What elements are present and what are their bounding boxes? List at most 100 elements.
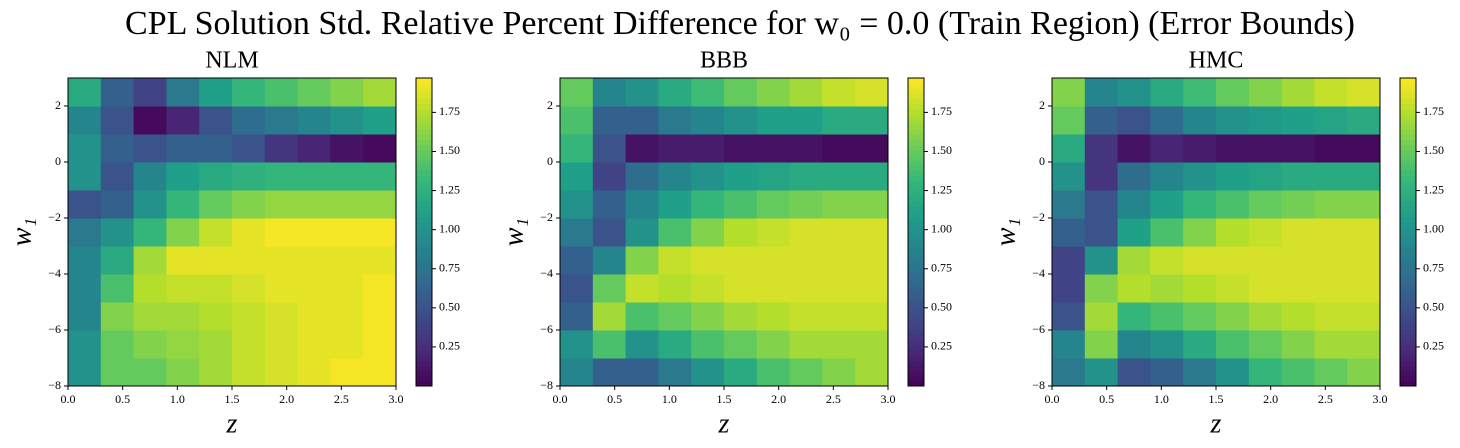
heatmap-cell [264,162,299,191]
heatmap-cell [232,190,266,219]
heatmap-cell [1314,330,1348,359]
heatmap-cell [822,78,856,107]
heatmap-cell [855,246,889,275]
x-tick-label: 3.0 [1373,392,1388,406]
heatmap-cell [691,106,725,135]
heatmap-cell [330,106,364,135]
heatmap-cell [1117,246,1151,275]
colorbar-tick-label: 1.75 [931,104,952,118]
heatmap-cell [822,134,856,163]
x-tick-label: 0.5 [607,392,622,406]
heatmap-cell [297,78,331,107]
heatmap-cell [232,218,266,247]
colorbar-swatch [416,113,432,120]
colorbar-swatch [908,134,924,141]
heatmap-cell [100,190,135,219]
heatmap-cell [560,246,594,275]
heatmap-cell [625,106,659,135]
heatmap-cell [1052,78,1086,107]
colorbar-swatch [1400,298,1416,305]
heatmap-cell [724,162,758,191]
x-tick-label: 2.0 [279,392,294,406]
heatmap-cell [1347,246,1381,275]
heatmap-cell [1216,218,1250,247]
colorbar-swatch [1400,170,1416,177]
heatmap-cell [363,78,397,107]
heatmap-cell [724,78,758,107]
heatmap-cell [1216,162,1250,191]
heatmap-cell [855,190,889,219]
heatmap-cell [724,330,758,359]
heatmap-cell [330,330,364,359]
x-tick-label: 1.0 [1154,392,1169,406]
colorbar-swatch [1400,226,1416,233]
heatmap-cell [199,78,233,107]
heatmap-cell [330,274,364,303]
heatmap-cell [592,134,627,163]
heatmap-cell [1052,274,1086,303]
colorbar-swatch [416,257,432,264]
heatmap-cell [133,190,167,219]
colorbar-swatch [416,139,432,146]
heatmap-cell [625,274,659,303]
colorbar-swatch [908,309,924,315]
colorbar-swatch [1400,247,1416,254]
y-tick-label: −2 [48,210,61,224]
heatmap-cell [363,358,397,387]
heatmap-cell [297,106,331,135]
colorbar-swatch [416,319,432,325]
heatmap-cell [264,358,299,387]
heatmap-cell [1216,106,1250,135]
heatmap-cell [691,330,725,359]
heatmap-cell [691,190,725,219]
heatmap-cell [363,302,397,331]
heatmap-cell [1150,274,1184,303]
colorbar-swatch [416,119,432,125]
colorbar-swatch [1400,196,1416,202]
colorbar-swatch [416,262,432,269]
colorbar-swatch [908,129,924,135]
colorbar-swatch [1400,221,1416,228]
colorbar-swatch [416,216,432,223]
heatmap-cell [789,134,823,163]
colorbar-tick-label: 0.25 [1423,339,1444,353]
colorbar-swatch [416,247,432,254]
heatmap-cell [133,134,167,163]
colorbar-swatch [416,303,432,310]
colorbar-swatch [416,165,432,171]
heatmap-cell [363,190,397,219]
heatmap-cell [232,78,266,107]
heatmap-cell [100,246,135,275]
heatmap-cell [1052,190,1086,219]
heatmap-cell [1117,358,1151,387]
colorbar-swatch [908,103,924,110]
heatmap-cell [1052,134,1086,163]
heatmap-cell [658,358,692,387]
colorbar-swatch [416,83,432,89]
heatmap-cell [133,274,167,303]
colorbar-swatch [908,278,924,284]
heatmap-cell [592,218,627,247]
heatmap-cell [1183,190,1217,219]
colorbar-swatch [416,252,432,259]
colorbar-swatch [908,247,924,254]
heatmap-cell [1347,106,1381,135]
colorbar-swatch [416,360,432,366]
heatmap-cell [625,218,659,247]
heatmap-cell [1314,274,1348,303]
heatmap-cell [789,358,823,387]
heatmap-cell [264,106,299,135]
heatmap-cell [724,134,758,163]
colorbar-swatch [908,175,924,182]
y-tick-label: −4 [540,266,553,280]
colorbar-tick-label: 1.00 [931,221,952,235]
heatmap-cell [1216,78,1250,107]
colorbar-swatch [908,93,924,100]
x-tick-label: 3.0 [389,392,404,406]
heatmap-cell [166,330,200,359]
colorbar-swatch [416,237,432,243]
heatmap-cell [1117,106,1151,135]
colorbar-swatch [416,329,432,336]
heatmap-cell [691,358,725,387]
heatmap-cell [1281,106,1315,135]
